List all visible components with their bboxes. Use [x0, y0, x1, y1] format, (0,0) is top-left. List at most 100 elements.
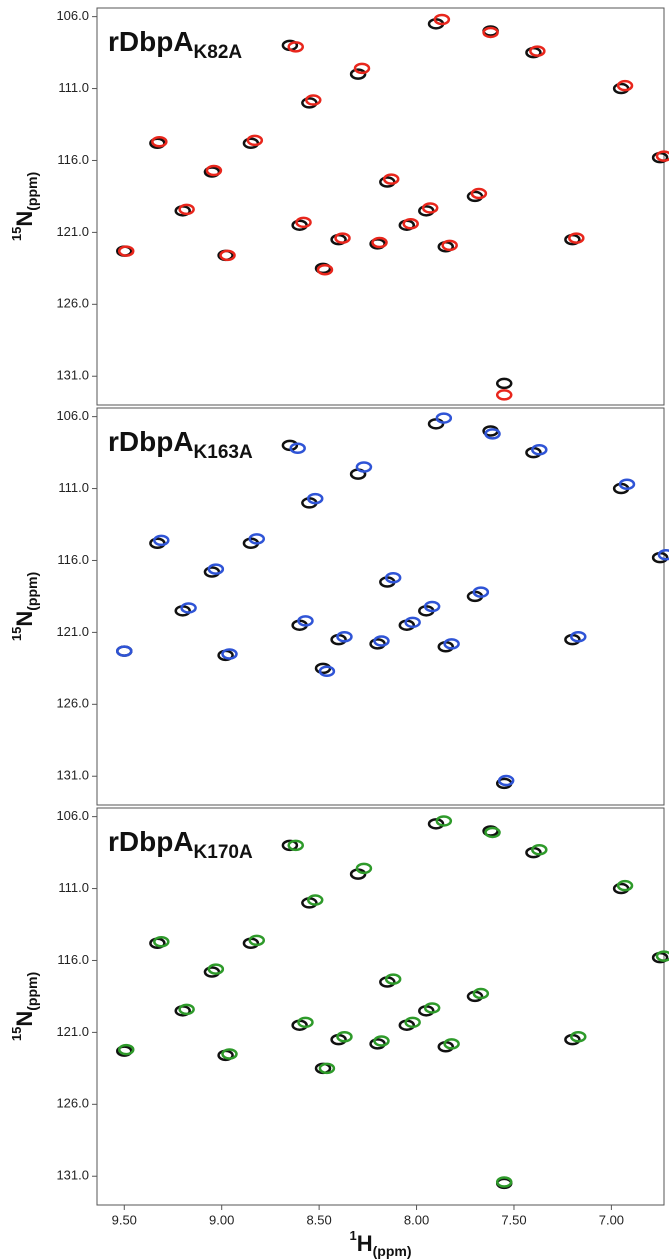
- peak: [402, 218, 419, 230]
- y-axis-label: 15N(ppm): [9, 972, 39, 1041]
- peak: [482, 26, 499, 39]
- y-tick-label: 131.0: [56, 368, 89, 383]
- peak: [495, 1176, 513, 1188]
- y-tick-label: 121.0: [56, 1024, 89, 1039]
- peak: [404, 616, 421, 629]
- peak: [221, 648, 238, 660]
- peak: [116, 645, 133, 657]
- peak: [117, 245, 135, 257]
- panel-title: rDbpAK170A: [108, 826, 253, 863]
- y-tick-label: 126.0: [56, 696, 89, 711]
- peak: [423, 600, 441, 613]
- peak: [531, 443, 548, 456]
- y-tick-label: 131.0: [56, 1168, 89, 1183]
- peak: [384, 571, 402, 584]
- peak: [334, 232, 351, 244]
- y-tick-label: 116.0: [57, 552, 89, 567]
- peak: [117, 1043, 135, 1056]
- peak: [421, 202, 439, 214]
- peak: [248, 533, 266, 545]
- peak: [336, 1030, 353, 1043]
- peak: [531, 843, 548, 856]
- peak: [221, 1048, 238, 1060]
- peak: [178, 1003, 195, 1016]
- peak: [655, 950, 669, 962]
- peak: [373, 635, 390, 647]
- peak: [568, 232, 585, 244]
- peak: [443, 1038, 460, 1050]
- peak: [297, 1016, 314, 1029]
- label-superscript: 15: [9, 627, 24, 641]
- peak: [205, 164, 223, 177]
- label-superscript: 1: [349, 1228, 356, 1243]
- peak: [497, 774, 515, 787]
- peak: [570, 1030, 587, 1043]
- peak: [153, 936, 170, 948]
- plot-frame: [96, 407, 665, 806]
- peak: [287, 839, 304, 852]
- label-subscript: (ppm): [24, 172, 40, 211]
- label-text: N: [12, 211, 37, 227]
- peak: [423, 1002, 441, 1014]
- title-subscript: K163A: [194, 442, 253, 463]
- y-tick-label: 106.0: [56, 8, 89, 23]
- panel: 106.0 111.0 116.0 121.0 126.0 131.0 rDbpAK163A…: [9, 407, 669, 806]
- peak: [484, 428, 501, 440]
- peak: [306, 894, 324, 906]
- label-text: N: [12, 1011, 37, 1027]
- label-text: N: [12, 611, 37, 627]
- peak: [353, 62, 371, 75]
- y-tick-label: 116.0: [57, 152, 89, 167]
- peak: [246, 134, 264, 147]
- y-tick-label: 116.0: [57, 952, 89, 967]
- peak: [318, 1062, 336, 1075]
- title-main: rDbpA: [108, 426, 194, 457]
- peak: [495, 377, 513, 390]
- peak: [287, 41, 304, 53]
- peak: [355, 461, 373, 473]
- peak: [281, 839, 299, 852]
- title-subscript: K170A: [194, 842, 253, 863]
- panel-title: rDbpAK82A: [108, 26, 242, 63]
- x-tick-label: 9.50: [112, 1212, 137, 1227]
- peak: [207, 563, 225, 575]
- y-axis-label: 15N(ppm): [9, 572, 39, 641]
- title-main: rDbpA: [108, 826, 194, 857]
- y-tick-label: 121.0: [56, 224, 89, 239]
- label-subscript: (ppm): [24, 572, 40, 611]
- y-tick-label: 126.0: [56, 1096, 89, 1111]
- y-tick-label: 111.0: [58, 80, 89, 95]
- y-tick-label: 106.0: [56, 408, 89, 423]
- label-superscript: 15: [9, 1027, 24, 1041]
- peak: [349, 68, 367, 80]
- peak: [472, 586, 490, 598]
- peak: [384, 973, 402, 985]
- peak: [495, 389, 513, 401]
- peak: [618, 478, 636, 490]
- peak: [435, 412, 453, 424]
- peak: [655, 150, 669, 162]
- peak: [484, 826, 501, 839]
- peak: [616, 79, 634, 92]
- peak: [433, 13, 451, 26]
- x-tick-label: 9.00: [209, 1212, 234, 1227]
- peak: [470, 187, 488, 200]
- y-tick-label: 111.0: [58, 480, 89, 495]
- panel: 106.0 111.0 116.0 121.0 126.0 131.0 rDbpAK82A 1…: [9, 7, 669, 406]
- peak: [472, 987, 490, 1000]
- panel: 106.0 111.0 116.0 121.0 126.0 131.0 9.50 9.00 8.…: [9, 807, 669, 1259]
- peak: [153, 534, 170, 547]
- peak: [336, 630, 353, 643]
- y-tick-label: 121.0: [56, 624, 89, 639]
- panel-title: rDbpAK163A: [108, 426, 253, 463]
- peak: [657, 548, 669, 561]
- peak: [248, 934, 266, 947]
- x-tick-label: 7.50: [501, 1212, 526, 1227]
- peak: [306, 492, 324, 505]
- peak: [435, 815, 453, 827]
- peak: [443, 638, 460, 650]
- peak: [207, 963, 225, 975]
- peak: [178, 203, 195, 216]
